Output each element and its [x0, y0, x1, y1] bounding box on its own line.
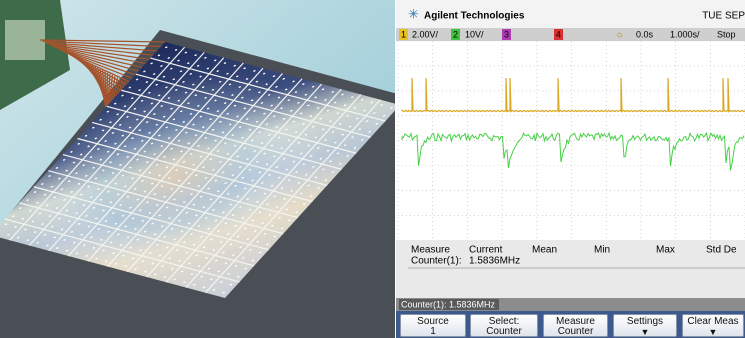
softkey-arrow: ▼ — [683, 327, 743, 337]
photo — [0, 0, 420, 338]
logo: ✳ — [408, 6, 419, 21]
softkey-label: Settings — [614, 317, 676, 327]
ch1: 1 — [401, 29, 406, 39]
trigger-icon: ☼ — [615, 30, 624, 41]
softkey-value: 1 — [401, 327, 465, 337]
measure-header: Std De — [706, 245, 737, 256]
brand: Agilent Technologies — [424, 11, 525, 22]
ch2-scale: 10V/ — [465, 29, 484, 39]
measure-header: Min — [594, 245, 610, 256]
run-state: Stop — [717, 29, 736, 39]
ch3: 3 — [504, 29, 509, 39]
ch1-scale: 2.00V/ — [412, 29, 439, 39]
softkey-arrow: ▼ — [614, 327, 676, 337]
softkey[interactable]: Select:Counter — [470, 314, 538, 337]
date: TUE SEP — [702, 11, 745, 22]
timebase: 1.000s/ — [670, 29, 700, 39]
ch2: 2 — [453, 29, 458, 39]
softkey-label: Clear Meas — [683, 317, 743, 327]
canvas: ✳ Agilent Technologies TUE SEP 1 2.00V/ … — [0, 0, 745, 338]
softkey-value: Counter — [544, 327, 607, 337]
softkey[interactable]: Clear Meas▼ — [682, 314, 744, 337]
measure-value: 1.5836MHz — [469, 256, 520, 267]
measure-header: Measure — [411, 245, 450, 256]
measure-header: Mean — [532, 245, 557, 256]
softkey-value: Counter — [471, 327, 537, 337]
figure: ✳ Agilent Technologies TUE SEP 1 2.00V/ … — [0, 0, 745, 338]
measure-name: Counter(1): — [411, 256, 462, 267]
measure-header: Current — [469, 245, 503, 256]
delay: 0.0s — [636, 29, 654, 39]
measure-header: Max — [656, 245, 675, 256]
status-line: Counter(1): 1.5836MHz — [401, 299, 496, 309]
ch4: 4 — [556, 29, 561, 39]
softkey[interactable]: Settings▼ — [613, 314, 677, 337]
